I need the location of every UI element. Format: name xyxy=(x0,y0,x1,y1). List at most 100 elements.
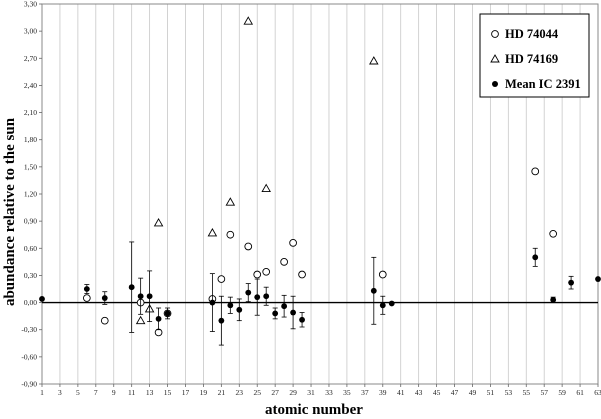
x-tick-label: 3 xyxy=(58,388,62,397)
x-axis-title: atomic number xyxy=(265,402,363,418)
x-tick-label: 29 xyxy=(289,388,297,397)
point-mean-ic2391 xyxy=(227,302,234,309)
x-tick-label: 51 xyxy=(487,388,495,397)
point-hd74044 xyxy=(262,267,271,276)
legend-marker-filled-circle xyxy=(492,81,498,87)
x-tick-label: 49 xyxy=(469,388,477,397)
x-tick-label: 23 xyxy=(236,388,244,397)
point-mean-ic2391 xyxy=(595,276,601,282)
x-tick-label: 13 xyxy=(146,388,154,397)
point-hd74044 xyxy=(217,275,226,283)
x-tick-label: 63 xyxy=(594,388,601,397)
point-hd74044 xyxy=(100,316,109,325)
y-tick-label: 0,00 xyxy=(24,298,37,307)
x-tick-label: 39 xyxy=(379,388,387,397)
point-mean-ic2391 xyxy=(39,296,45,302)
x-tick-label: 33 xyxy=(325,388,333,397)
point-hd74044 xyxy=(549,229,558,238)
x-tick-label: 59 xyxy=(558,388,566,397)
y-tick-label: 1,20 xyxy=(24,190,37,199)
point-hd74044 xyxy=(298,270,306,279)
point-mean-ic2391 xyxy=(101,295,108,301)
point-hd74044 xyxy=(531,167,540,176)
x-tick-label: 25 xyxy=(253,388,261,397)
y-tick-label: -0,90 xyxy=(21,380,37,389)
point-mean-ic2391 xyxy=(146,293,153,300)
legend-marker-open-circle xyxy=(491,30,499,38)
legend-label-hd74169: HD 74169 xyxy=(505,52,558,66)
legend-box xyxy=(479,13,590,98)
x-tick-label: 1 xyxy=(40,388,44,397)
x-tick-label: 7 xyxy=(94,388,98,397)
x-tick-label: 9 xyxy=(112,388,116,397)
x-tick-label: 5 xyxy=(76,388,80,397)
point-hd74169 xyxy=(243,16,254,25)
y-axis-title: abundance relative to the sun xyxy=(2,117,18,306)
point-hd74044 xyxy=(378,270,387,279)
point-mean-ic2391 xyxy=(299,316,305,323)
x-tick-label: 61 xyxy=(576,388,584,397)
point-hd74169 xyxy=(135,315,146,325)
y-tick-label: 0,90 xyxy=(24,217,37,226)
point-hd74044 xyxy=(82,294,91,302)
point-hd74044 xyxy=(253,270,262,279)
x-tick-label: 17 xyxy=(182,388,190,397)
point-hd74044 xyxy=(280,258,288,266)
legend-label-hd74044: HD 74044 xyxy=(505,27,559,41)
y-tick-label: -0,30 xyxy=(21,325,37,334)
y-tick-label: -0,60 xyxy=(21,352,37,361)
y-tick-label: 0,30 xyxy=(24,271,37,280)
y-axis-ticks: -0,90 -0,60 -0,30 0,00 0,30 0,60 0,90 1,20 1,50 1… xyxy=(21,0,42,389)
y-tick-label: 0,60 xyxy=(24,244,37,253)
point-mean-ic2391 xyxy=(281,303,288,310)
x-tick-label: 15 xyxy=(164,388,172,397)
point-hd74169 xyxy=(153,218,164,227)
point-mean-ic2391 xyxy=(290,309,296,316)
x-tick-label: 55 xyxy=(523,388,531,397)
point-hd74044 xyxy=(289,239,297,247)
x-tick-label: 11 xyxy=(128,388,135,397)
point-mean-ic2391 xyxy=(245,289,252,296)
legend: HD 74044 HD 74169 Mean IC 2391 xyxy=(479,13,590,98)
y-tick-label: 3,30 xyxy=(24,0,37,9)
x-tick-label: 21 xyxy=(218,388,226,397)
y-tick-label: 1,50 xyxy=(24,162,37,171)
point-hd74169 xyxy=(369,56,379,65)
x-tick-label: 43 xyxy=(415,388,423,397)
x-tick-label: 37 xyxy=(361,388,369,397)
point-hd74169 xyxy=(225,197,236,206)
y-tick-label: 2,40 xyxy=(24,81,37,90)
x-tick-label: 45 xyxy=(433,388,441,397)
point-hd74044 xyxy=(226,230,235,239)
point-mean-ic2391 xyxy=(164,310,171,317)
point-mean-ic2391 xyxy=(218,317,225,324)
x-tick-label: 41 xyxy=(397,388,405,397)
y-tick-label: 3,00 xyxy=(24,27,37,36)
point-mean-ic2391 xyxy=(83,286,90,292)
x-axis-ticks: 1 3 5 7 9 11 13 15 17 19 21 23 25 27 29 31 33 35 37 39 41 43 4… xyxy=(40,384,601,397)
x-tick-label: 35 xyxy=(343,388,351,397)
point-mean-ic2391 xyxy=(379,302,386,309)
point-hd74044 xyxy=(244,242,253,251)
point-mean-ic2391 xyxy=(532,254,539,261)
data-marks xyxy=(39,16,601,346)
point-mean-ic2391 xyxy=(128,284,135,291)
legend-marker-open-triangle xyxy=(490,54,500,63)
x-tick-label: 47 xyxy=(451,388,459,397)
x-tick-label: 27 xyxy=(271,388,279,397)
point-mean-ic2391 xyxy=(137,293,144,300)
point-mean-ic2391 xyxy=(209,299,216,306)
point-hd74169 xyxy=(261,183,271,193)
x-tick-label: 31 xyxy=(307,388,315,397)
point-mean-ic2391 xyxy=(272,310,279,317)
point-mean-ic2391 xyxy=(155,315,162,322)
point-hd74169 xyxy=(207,227,218,237)
legend-label-mean-ic2391: Mean IC 2391 xyxy=(505,77,581,91)
point-mean-ic2391 xyxy=(550,296,557,303)
x-tick-label: 19 xyxy=(200,388,208,397)
point-mean-ic2391 xyxy=(388,300,395,307)
point-mean-ic2391 xyxy=(236,306,243,313)
y-tick-label: 2,70 xyxy=(24,54,37,63)
x-tick-label: 53 xyxy=(505,388,513,397)
